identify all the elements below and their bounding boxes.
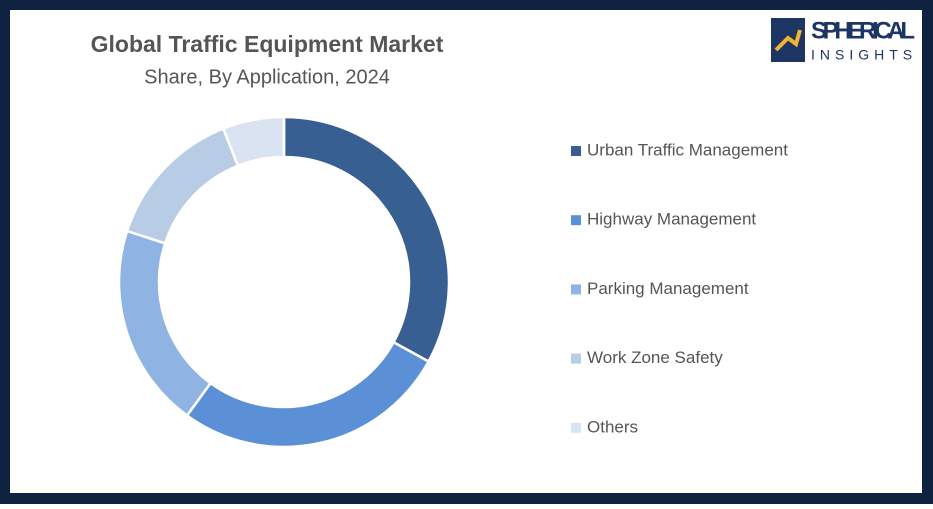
logo-text: SPHERICAL [811,17,915,44]
legend-swatch [571,284,581,295]
legend-label: Urban Traffic Management [587,140,788,159]
logo-subtext: INSIGHTS [811,47,917,63]
donut-slice [221,115,286,168]
legend-swatch [571,146,581,156]
legend: Urban Traffic Management Highway Manageme… [571,140,788,436]
legend-swatch [571,215,581,226]
logo-mark [774,29,802,52]
logo: SPHERICAL INSIGHTS [771,17,917,63]
legend-label: Others [587,417,638,436]
legend-label: Highway Management [587,210,756,229]
chart-title: Global Traffic Equipment Market [91,31,444,57]
legend-label: Parking Management [587,279,749,298]
legend-label: Work Zone Safety [587,348,723,367]
donut [117,115,451,449]
chart-subtitle: Share, By Application, 2024 [144,66,390,88]
legend-swatch [571,353,581,364]
legend-swatch [571,422,581,433]
